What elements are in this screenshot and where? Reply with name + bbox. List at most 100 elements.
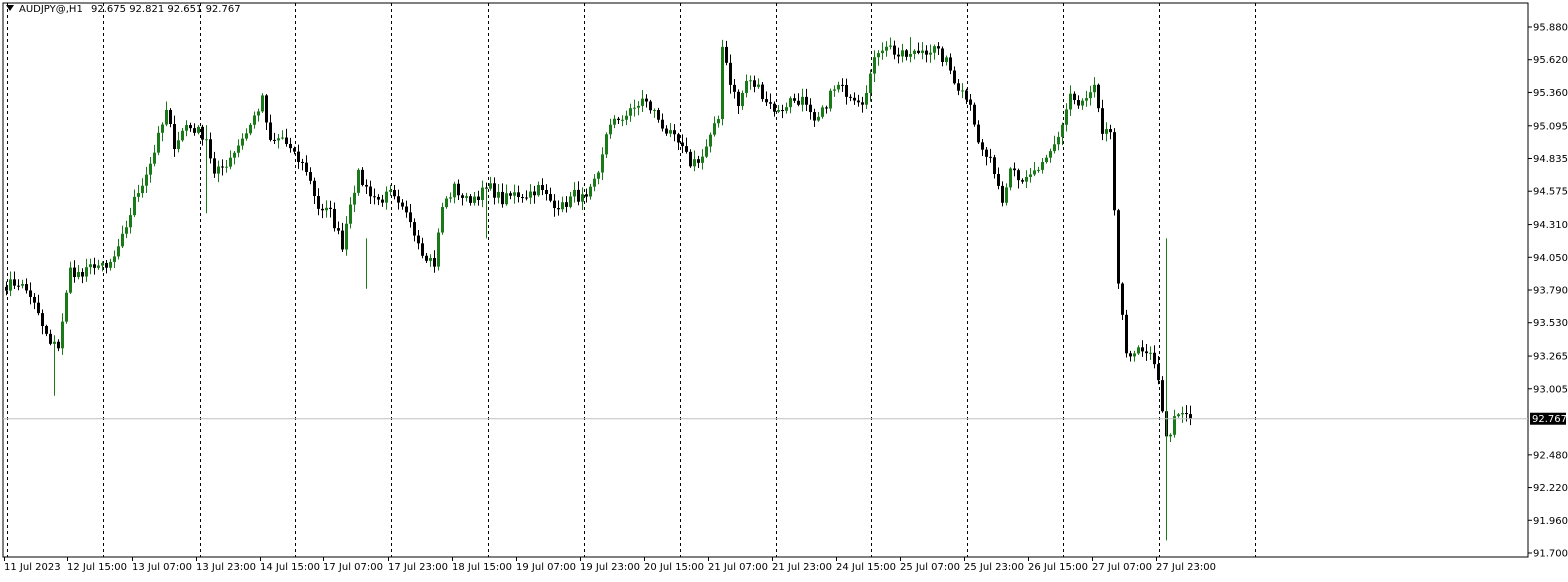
candle-body-bull xyxy=(613,118,616,125)
candle-body-bull xyxy=(161,124,164,133)
candle-body-bear xyxy=(661,119,664,129)
candle-body-bull xyxy=(709,134,712,147)
candle-body-bear xyxy=(1077,100,1080,106)
candle-body-bear xyxy=(1017,170,1020,181)
candle-body-bear xyxy=(549,194,552,201)
candle-body-bull xyxy=(241,138,244,146)
candle-body-bear xyxy=(905,50,908,57)
candle-body-bear xyxy=(949,57,952,71)
candle-body-bull xyxy=(429,258,432,261)
x-tick-label: 17 Jul 07:00 xyxy=(323,562,383,573)
candle-body-bull xyxy=(873,57,876,74)
x-tick-label: 24 Jul 15:00 xyxy=(836,562,896,573)
candle-body-bear xyxy=(209,139,212,159)
candle-body-bull xyxy=(1105,129,1108,134)
candle-body-bull xyxy=(605,134,608,155)
candle-body-bear xyxy=(797,100,800,105)
candle-body-bull xyxy=(249,124,252,134)
candle-body-bear xyxy=(953,70,956,84)
candle-body-bull xyxy=(1049,151,1052,158)
candle-body-bear xyxy=(337,228,340,231)
x-tick-label: 25 Jul 07:00 xyxy=(900,562,960,573)
candle-body-bear xyxy=(753,80,756,87)
low-price: 92.651 xyxy=(167,4,203,15)
candle-body-bull xyxy=(117,246,120,257)
candle-body-bear xyxy=(689,151,692,167)
candle-body-bull xyxy=(505,193,508,205)
candle-body-bear xyxy=(761,84,764,100)
open-price: 92.675 xyxy=(91,4,126,15)
candle-body-bear xyxy=(825,107,828,109)
candle-body-bull xyxy=(229,157,232,167)
candle-body-bear xyxy=(585,194,588,197)
candle-body-bull xyxy=(877,53,880,58)
x-tick-label: 13 Jul 07:00 xyxy=(132,562,192,573)
candle-body-bull xyxy=(669,130,672,134)
candle-body-bull xyxy=(245,133,248,139)
candle-body-bull xyxy=(181,130,184,141)
candle-body-bull xyxy=(1061,124,1064,137)
candle-body-bear xyxy=(645,98,648,102)
candle-body-bear xyxy=(841,84,844,86)
candle-body-bear xyxy=(173,124,176,150)
candle-body-bear xyxy=(985,149,988,157)
candle-body-bull xyxy=(85,267,88,277)
candle-body-bear xyxy=(533,191,536,196)
candle-body-bear xyxy=(845,84,848,97)
candle-body-bull xyxy=(745,81,748,93)
candle-body-bear xyxy=(433,258,436,267)
close-price: 92.767 xyxy=(205,4,241,15)
candle-body-bear xyxy=(369,186,372,197)
candle-body-bear xyxy=(105,262,108,268)
candle-body-bull xyxy=(833,89,836,91)
candle-body-bull xyxy=(157,132,160,153)
candle-body-bear xyxy=(5,286,8,291)
candle-body-bear xyxy=(93,264,96,268)
candle-body-bear xyxy=(493,183,496,198)
candle-body-bear xyxy=(381,199,384,203)
candle-body-bear xyxy=(313,180,316,197)
y-tick-label: 93.005 xyxy=(1533,384,1568,395)
candle-body-bull xyxy=(869,73,872,93)
candle-body-bear xyxy=(1117,210,1120,284)
candle-body-bear xyxy=(849,96,852,98)
candle-body-bull xyxy=(449,197,452,199)
candle-layer xyxy=(5,37,1192,541)
candle-body-bear xyxy=(697,159,700,163)
candle-body-bull xyxy=(133,196,136,216)
candle-body-bear xyxy=(957,83,960,91)
candle-body-bull xyxy=(121,233,124,247)
candle-body-bull xyxy=(1057,136,1060,145)
candle-body-bear xyxy=(397,196,400,203)
candle-body-bear xyxy=(1113,132,1116,211)
candle-body-bull xyxy=(257,111,260,116)
candle-body-bear xyxy=(201,126,204,140)
y-tick-label: 95.880 xyxy=(1533,23,1568,34)
candle-body-bull xyxy=(145,174,148,186)
chevron-down-icon[interactable] xyxy=(6,5,14,11)
y-tick-label: 91.960 xyxy=(1533,516,1568,527)
candle-body-bull xyxy=(345,223,348,250)
candle-body-bear xyxy=(273,139,276,141)
candle-body-bear xyxy=(557,208,560,210)
x-tick-label: 19 Jul 07:00 xyxy=(516,562,576,573)
candle-body-bull xyxy=(1053,144,1056,152)
candle-body-bull xyxy=(601,154,604,173)
candle-body-bull xyxy=(581,194,584,202)
candle-body-bull xyxy=(481,187,484,200)
candle-body-bear xyxy=(541,185,544,190)
candle-body-bear xyxy=(1145,351,1148,354)
candle-body-bear xyxy=(1101,108,1104,134)
candle-body-bear xyxy=(565,202,568,207)
y-tick-label: 94.575 xyxy=(1533,187,1568,198)
candle-body-bull xyxy=(349,204,352,224)
plot-frame xyxy=(2,2,1529,558)
candle-body-bull xyxy=(865,92,868,105)
candle-body-bull xyxy=(177,140,180,150)
candle-body-bull xyxy=(705,146,708,157)
symbol-timeframe: H1 xyxy=(68,4,83,15)
current-price-label: 92.767 xyxy=(1532,414,1567,425)
candle-body-bear xyxy=(189,125,192,129)
